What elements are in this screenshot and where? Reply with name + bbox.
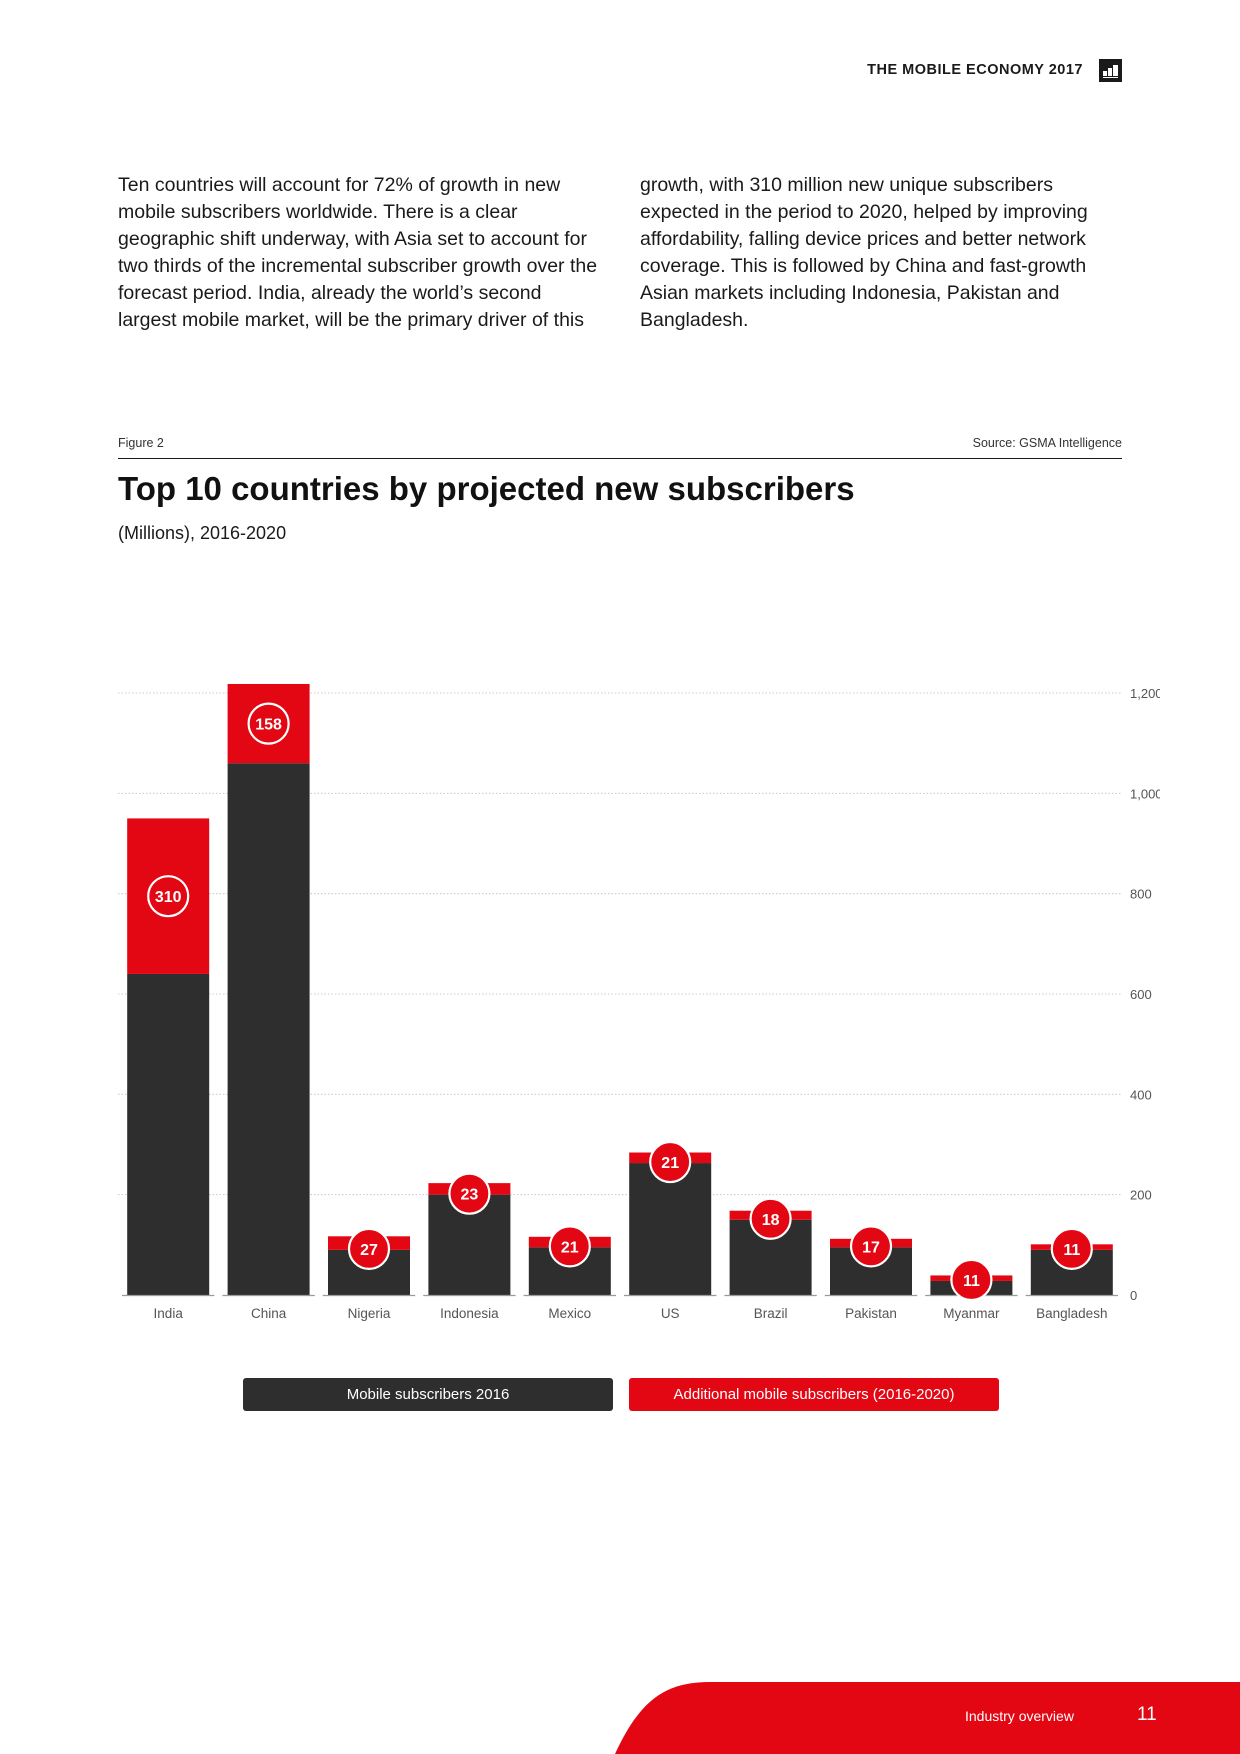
x-tick-label: China <box>251 1306 287 1321</box>
legend-item-additional-subscribers: Additional mobile subscribers (2016-2020… <box>629 1378 999 1411</box>
chart-legend: Mobile subscribers 2016 Additional mobil… <box>243 1378 999 1411</box>
chart-subtitle: (Millions), 2016-2020 <box>118 523 287 543</box>
y-tick-label: 800 <box>1130 887 1152 902</box>
data-label-bubble <box>448 1172 491 1215</box>
data-label: 11 <box>1063 1242 1080 1259</box>
x-tick-label: US <box>661 1306 680 1321</box>
y-tick-label: 400 <box>1130 1087 1152 1102</box>
bar-subscribers-2016 <box>227 763 310 1295</box>
data-label: 310 <box>155 889 182 906</box>
bar-subscribers-2016 <box>629 1163 712 1295</box>
y-tick-label: 200 <box>1130 1188 1152 1203</box>
x-tick-label: Brazil <box>754 1306 788 1321</box>
bar-subscribers-2016 <box>127 973 210 1295</box>
x-tick-label: India <box>154 1306 184 1321</box>
data-label: 23 <box>461 1187 479 1204</box>
x-tick-label: Nigeria <box>348 1306 391 1321</box>
data-label-bubble <box>247 702 290 745</box>
y-tick-label: 600 <box>1130 987 1152 1002</box>
footer-page-number: 11 <box>1137 1704 1157 1725</box>
stacked-bar-chart: 0 200 400 600 800 1,000 1,200 310 India 158 China 2… <box>118 683 1160 1321</box>
data-label: 27 <box>360 1242 378 1259</box>
data-label-bubble <box>749 1197 792 1240</box>
data-label: 158 <box>255 717 282 734</box>
x-tick-label: Mexico <box>548 1306 591 1321</box>
y-tick-label: 1,200 <box>1130 686 1160 701</box>
y-tick-label: 1,000 <box>1130 786 1160 801</box>
y-tick-label: 0 <box>1130 1288 1137 1303</box>
gsma-logo-icon <box>1099 59 1122 82</box>
data-label-bubble <box>147 875 190 918</box>
figure-rule <box>118 458 1122 459</box>
footer-section-label: Industry overview <box>965 1708 1074 1724</box>
data-label: 17 <box>862 1239 880 1256</box>
x-tick-label: Indonesia <box>440 1306 499 1321</box>
data-label-bubble <box>649 1140 692 1184</box>
data-label-bubble <box>1050 1227 1093 1270</box>
data-label: 11 <box>963 1273 980 1290</box>
footer-red-band <box>615 1682 1240 1754</box>
data-label: 21 <box>661 1155 679 1172</box>
data-label: 21 <box>561 1239 579 1256</box>
x-tick-label: Pakistan <box>845 1306 897 1321</box>
chart-title: Top 10 countries by projected new subscr… <box>118 470 855 507</box>
data-label-bubble <box>849 1225 893 1268</box>
data-label-bubble <box>347 1227 391 1270</box>
x-tick-label: Bangladesh <box>1036 1306 1107 1321</box>
data-label: 18 <box>762 1212 780 1229</box>
figure-label: Figure 2 <box>118 436 164 450</box>
data-label-bubble <box>548 1225 591 1268</box>
header-title: THE MOBILE ECONOMY 2017 <box>867 62 1083 78</box>
legend-item-subscribers-2016: Mobile subscribers 2016 <box>243 1378 613 1411</box>
intro-paragraph: Ten countries will account for 72% of gr… <box>118 174 1088 331</box>
data-label-bubble <box>950 1258 993 1302</box>
x-tick-label: Myanmar <box>943 1306 1000 1321</box>
figure-source: Source: GSMA Intelligence <box>972 436 1122 450</box>
